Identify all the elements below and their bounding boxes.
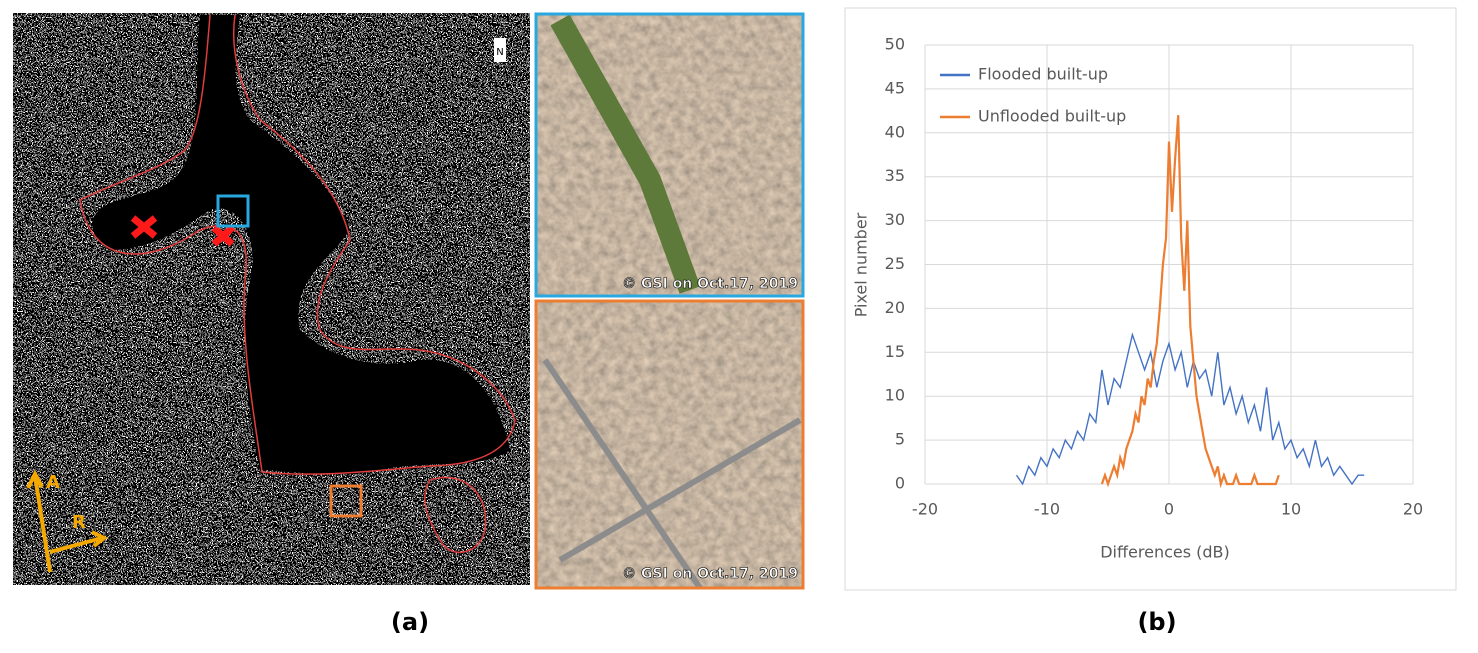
- y-tick-label: 15: [885, 342, 905, 361]
- panel-label: (b): [1137, 608, 1176, 636]
- y-tick-label: 10: [885, 386, 905, 405]
- chart-frame: [844, 7, 1457, 591]
- north-label: N: [496, 47, 503, 58]
- x-axis-label: Differences (dB): [1100, 543, 1230, 562]
- x-tick-label: 20: [1403, 500, 1423, 519]
- x-tick-label: -20: [912, 500, 938, 519]
- y-tick-label: 25: [885, 254, 905, 273]
- y-tick-label: 45: [885, 78, 905, 97]
- x-tick-label: 10: [1281, 500, 1301, 519]
- aerial-photos: © GSI on Oct.17, 2019 © GSI on Oct.17, 2…: [534, 12, 805, 590]
- chart: 0 5 10 15 20 25 30 35 40 45 50 -20 -10 0 10 20 Flooded b…: [885, 35, 1424, 519]
- series-line: [1015, 332, 1365, 486]
- y-tick-label: 50: [885, 35, 905, 54]
- y-tick-label: 40: [885, 122, 905, 141]
- y-tick-label: 35: [885, 166, 905, 185]
- y-axis-label: Pixel number: [852, 212, 871, 317]
- legend-label: Flooded built-up: [978, 65, 1108, 84]
- panel-label: (a): [391, 608, 429, 636]
- y-tick-label: 0: [895, 474, 905, 493]
- x-tick-label: 0: [1164, 500, 1174, 519]
- azimuth-label: A: [46, 472, 60, 493]
- photo-credit: © GSI on Oct.17, 2019: [622, 566, 798, 582]
- range-label: R: [72, 512, 86, 533]
- y-tick-label: 5: [895, 430, 905, 449]
- sar-image: A R N: [13, 13, 530, 585]
- y-tick-label: 30: [885, 210, 905, 229]
- y-tick-label: 20: [885, 298, 905, 317]
- photo-credit: © GSI on Oct.17, 2019: [622, 276, 798, 292]
- x-tick-label: -10: [1034, 500, 1060, 519]
- legend-label: Unflooded built-up: [978, 107, 1126, 126]
- series-line: [1100, 115, 1280, 489]
